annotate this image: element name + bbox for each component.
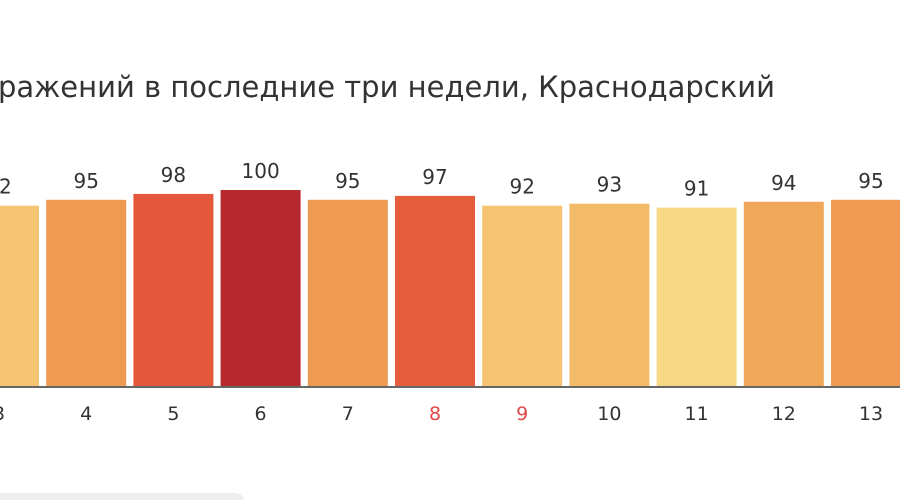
bar — [220, 190, 301, 386]
x-tick-label: 12 — [772, 403, 796, 425]
value-label: 92 — [0, 175, 12, 199]
value-label: 98 — [161, 163, 186, 187]
bar — [46, 199, 127, 386]
bar — [307, 199, 388, 386]
chart-title: ражений в последние три недели, Краснода… — [0, 70, 775, 104]
bar — [0, 205, 39, 386]
bar — [133, 193, 214, 386]
bar — [831, 199, 900, 386]
x-tick-label: 13 — [859, 403, 883, 425]
bar — [743, 201, 824, 386]
bar — [482, 205, 563, 386]
value-label: 95 — [858, 169, 883, 193]
x-tick-label: 3 — [0, 403, 5, 425]
bar — [395, 195, 475, 386]
x-tick-label: 10 — [597, 403, 621, 425]
value-label: 91 — [684, 177, 709, 201]
scroll-bar — [0, 493, 245, 500]
value-label: 97 — [422, 165, 447, 189]
value-label: 95 — [335, 169, 360, 193]
bar — [656, 207, 737, 386]
bar — [569, 203, 650, 386]
x-tick-label: 9 — [516, 403, 528, 425]
value-label: 92 — [509, 175, 534, 199]
x-tick-label: 11 — [685, 403, 709, 425]
x-tick-label: 5 — [167, 403, 179, 425]
value-label: 95 — [73, 169, 98, 193]
x-tick-label: 4 — [80, 403, 92, 425]
value-label: 93 — [597, 173, 622, 197]
x-tick-label: 6 — [255, 403, 267, 425]
x-tick-label: 7 — [342, 403, 354, 425]
x-tick-label: 8 — [429, 403, 441, 425]
value-label: 100 — [242, 159, 280, 183]
value-label: 94 — [771, 171, 796, 195]
